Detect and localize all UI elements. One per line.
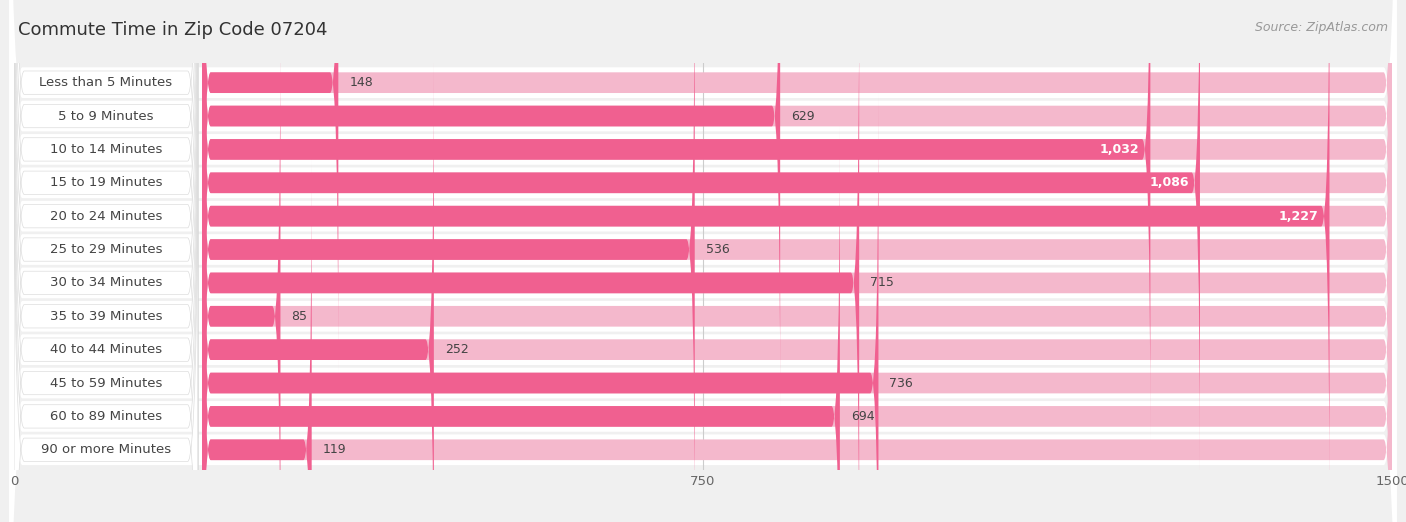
Text: 694: 694	[851, 410, 875, 423]
FancyBboxPatch shape	[202, 0, 695, 522]
FancyBboxPatch shape	[202, 0, 1392, 522]
FancyBboxPatch shape	[202, 93, 1392, 522]
FancyBboxPatch shape	[202, 0, 780, 406]
FancyBboxPatch shape	[14, 0, 198, 522]
FancyBboxPatch shape	[14, 0, 198, 522]
FancyBboxPatch shape	[202, 0, 859, 522]
FancyBboxPatch shape	[202, 0, 1392, 522]
FancyBboxPatch shape	[202, 0, 1392, 506]
Text: 715: 715	[870, 277, 894, 289]
FancyBboxPatch shape	[202, 0, 339, 373]
FancyBboxPatch shape	[202, 0, 1392, 440]
Text: 148: 148	[349, 76, 373, 89]
Text: 85: 85	[291, 310, 308, 323]
Text: 1,032: 1,032	[1099, 143, 1139, 156]
Text: 15 to 19 Minutes: 15 to 19 Minutes	[49, 176, 162, 189]
FancyBboxPatch shape	[14, 0, 198, 522]
Text: 119: 119	[323, 443, 346, 456]
FancyBboxPatch shape	[10, 0, 1396, 522]
FancyBboxPatch shape	[14, 61, 198, 522]
Text: Less than 5 Minutes: Less than 5 Minutes	[39, 76, 173, 89]
FancyBboxPatch shape	[10, 0, 1396, 522]
FancyBboxPatch shape	[202, 0, 1392, 473]
FancyBboxPatch shape	[10, 0, 1396, 522]
FancyBboxPatch shape	[14, 0, 198, 522]
FancyBboxPatch shape	[202, 160, 1392, 522]
Text: 1,086: 1,086	[1150, 176, 1189, 189]
Text: 1,227: 1,227	[1278, 210, 1319, 223]
Text: 30 to 34 Minutes: 30 to 34 Minutes	[49, 277, 162, 289]
FancyBboxPatch shape	[14, 94, 198, 522]
FancyBboxPatch shape	[10, 0, 1396, 522]
FancyBboxPatch shape	[10, 0, 1396, 522]
FancyBboxPatch shape	[202, 26, 1392, 522]
FancyBboxPatch shape	[202, 26, 280, 522]
Text: 252: 252	[444, 343, 468, 356]
FancyBboxPatch shape	[202, 0, 1392, 406]
FancyBboxPatch shape	[202, 126, 839, 522]
FancyBboxPatch shape	[10, 0, 1396, 522]
Text: Commute Time in Zip Code 07204: Commute Time in Zip Code 07204	[18, 21, 328, 39]
FancyBboxPatch shape	[10, 0, 1396, 522]
FancyBboxPatch shape	[14, 28, 198, 522]
Text: 25 to 29 Minutes: 25 to 29 Minutes	[49, 243, 162, 256]
FancyBboxPatch shape	[14, 0, 198, 505]
FancyBboxPatch shape	[10, 0, 1396, 522]
Text: 629: 629	[792, 110, 815, 123]
Text: Source: ZipAtlas.com: Source: ZipAtlas.com	[1254, 21, 1388, 34]
Text: 536: 536	[706, 243, 730, 256]
FancyBboxPatch shape	[14, 0, 198, 522]
Text: 35 to 39 Minutes: 35 to 39 Minutes	[49, 310, 162, 323]
FancyBboxPatch shape	[202, 126, 1392, 522]
FancyBboxPatch shape	[202, 0, 1330, 506]
FancyBboxPatch shape	[14, 0, 198, 471]
FancyBboxPatch shape	[202, 93, 879, 522]
Text: 5 to 9 Minutes: 5 to 9 Minutes	[58, 110, 153, 123]
Text: 20 to 24 Minutes: 20 to 24 Minutes	[49, 210, 162, 223]
FancyBboxPatch shape	[202, 60, 1392, 522]
Text: 40 to 44 Minutes: 40 to 44 Minutes	[49, 343, 162, 356]
FancyBboxPatch shape	[10, 0, 1396, 522]
FancyBboxPatch shape	[14, 0, 198, 438]
FancyBboxPatch shape	[10, 0, 1396, 522]
Text: 90 or more Minutes: 90 or more Minutes	[41, 443, 172, 456]
FancyBboxPatch shape	[14, 0, 198, 522]
FancyBboxPatch shape	[10, 0, 1396, 522]
FancyBboxPatch shape	[202, 0, 1199, 473]
Text: 736: 736	[890, 376, 914, 389]
FancyBboxPatch shape	[202, 60, 434, 522]
FancyBboxPatch shape	[202, 160, 312, 522]
Text: 60 to 89 Minutes: 60 to 89 Minutes	[49, 410, 162, 423]
FancyBboxPatch shape	[10, 0, 1396, 522]
FancyBboxPatch shape	[202, 0, 1150, 440]
Text: 45 to 59 Minutes: 45 to 59 Minutes	[49, 376, 162, 389]
Text: 10 to 14 Minutes: 10 to 14 Minutes	[49, 143, 162, 156]
FancyBboxPatch shape	[202, 0, 1392, 373]
